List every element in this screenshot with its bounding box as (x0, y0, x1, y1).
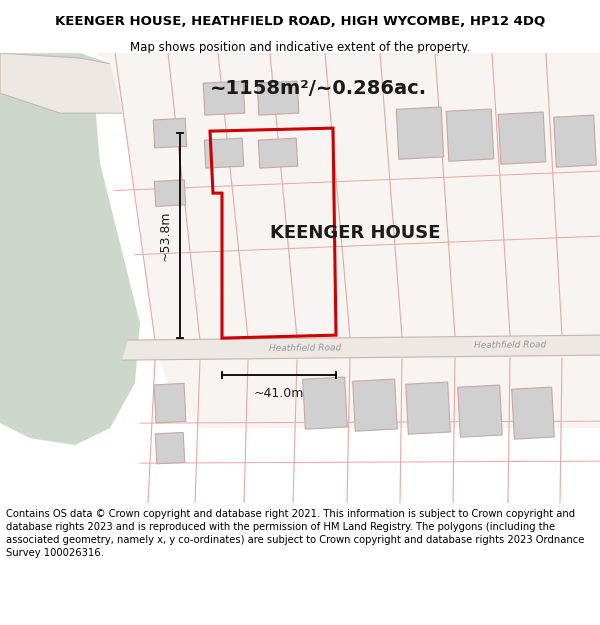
Text: ~1158m²/~0.286ac.: ~1158m²/~0.286ac. (210, 79, 427, 98)
Bar (258, 138, 298, 168)
Bar (554, 115, 596, 167)
Polygon shape (122, 335, 600, 360)
Text: Contains OS data © Crown copyright and database right 2021. This information is : Contains OS data © Crown copyright and d… (6, 509, 584, 558)
Text: Heathfield Road: Heathfield Road (474, 340, 546, 350)
Bar (406, 382, 450, 434)
Bar (204, 138, 244, 168)
Polygon shape (0, 53, 170, 113)
Bar (396, 107, 444, 159)
Text: ~41.0m: ~41.0m (254, 387, 304, 400)
Bar (154, 383, 186, 423)
Bar (303, 377, 347, 429)
Polygon shape (0, 53, 140, 445)
Bar (203, 81, 245, 115)
Bar (153, 118, 187, 148)
Text: ~53.8m: ~53.8m (159, 211, 172, 261)
Bar (155, 432, 185, 464)
Text: KEENGER HOUSE: KEENGER HOUSE (270, 224, 440, 242)
Bar (257, 81, 299, 115)
Bar (498, 112, 546, 164)
Text: Heathfield Road: Heathfield Road (269, 343, 341, 353)
Bar (458, 385, 502, 438)
Bar (353, 379, 397, 431)
Bar (154, 180, 185, 206)
Polygon shape (95, 53, 600, 428)
Bar (512, 387, 554, 439)
Polygon shape (490, 53, 600, 85)
Text: Map shows position and indicative extent of the property.: Map shows position and indicative extent… (130, 41, 470, 54)
Text: KEENGER HOUSE, HEATHFIELD ROAD, HIGH WYCOMBE, HP12 4DQ: KEENGER HOUSE, HEATHFIELD ROAD, HIGH WYC… (55, 15, 545, 28)
Bar (446, 109, 494, 161)
